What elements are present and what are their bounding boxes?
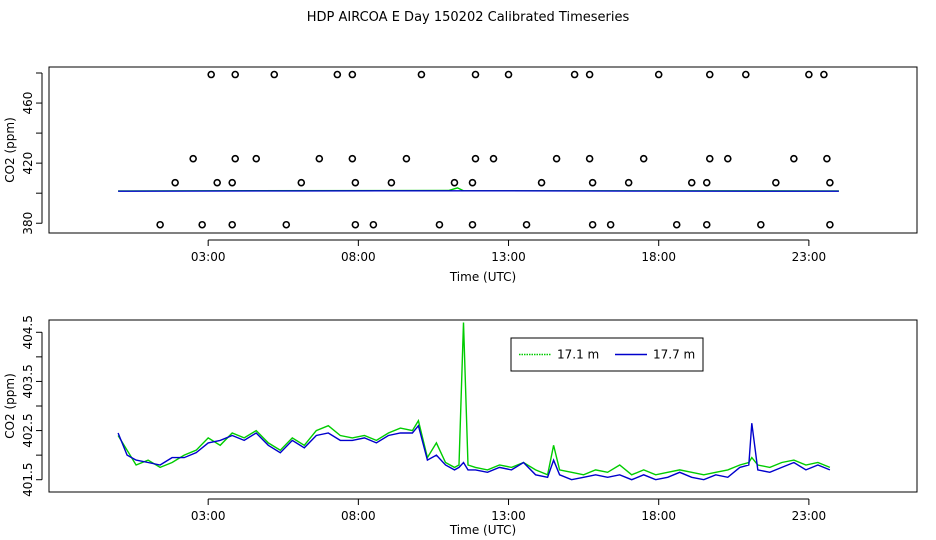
x-tick-label: 18:00 (641, 509, 676, 523)
x-axis-title: Time (UTC) (449, 523, 516, 537)
data-point (156, 220, 164, 229)
x-tick-label: 18:00 (641, 250, 676, 264)
chart-panel-1: 03:00 08:00 13:00 18:00 23:00 380 420 460 Time (… (3, 66, 918, 284)
data-point (471, 70, 480, 79)
data-point (471, 154, 480, 163)
data-point (351, 178, 360, 187)
data-point (252, 154, 261, 163)
data-point (198, 220, 206, 229)
data-point (270, 70, 279, 79)
data-point (639, 154, 648, 163)
data-point (171, 178, 179, 187)
data-point (213, 178, 221, 187)
data-point (231, 70, 240, 79)
y-tick-label: 401.5 (21, 463, 35, 497)
data-layer (117, 322, 831, 481)
data-point (624, 178, 633, 187)
x-tick-label: 03:00 (191, 509, 226, 523)
y-tick-label: 402.5 (21, 413, 35, 447)
legend: 17.1 m 17.7 m (510, 337, 704, 372)
y-tick-label: 404.5 (21, 315, 35, 349)
data-point (387, 178, 396, 187)
y-axis-title: CO2 (ppm) (3, 373, 17, 439)
data-point (189, 154, 197, 163)
data-point (348, 70, 357, 79)
data-point (351, 220, 360, 229)
data-point (207, 70, 215, 79)
data-point (450, 178, 459, 187)
data-point (826, 220, 834, 229)
data-layer (118, 70, 839, 229)
data-point (297, 178, 306, 187)
data-point (588, 220, 597, 229)
data-point (823, 154, 831, 163)
y-tick-label: 403.5 (21, 364, 35, 398)
page-title: HDP AIRCOA E Day 150202 Calibrated Times… (306, 10, 630, 25)
data-point (702, 220, 711, 229)
x-tick-label: 03:00 (191, 250, 226, 264)
data-point (522, 220, 531, 229)
x-tick-label: 23:00 (792, 509, 827, 523)
data-point (705, 154, 714, 163)
data-point (606, 220, 615, 229)
x-tick-label: 23:00 (792, 250, 827, 264)
data-point (402, 154, 411, 163)
plot-frame (48, 66, 918, 234)
y-tick-label: 420 (21, 152, 35, 175)
data-point (757, 220, 765, 229)
y-tick-label: 460 (21, 92, 35, 115)
data-point (504, 70, 513, 79)
series-line-2 (117, 423, 831, 481)
chart-panel-2: 03:00 08:00 13:00 18:00 23:00 401.5 402.5 403.5… (3, 315, 918, 537)
data-point (672, 220, 681, 229)
data-point (687, 178, 696, 187)
data-point (654, 70, 663, 79)
data-point (282, 220, 291, 229)
data-point (820, 70, 828, 79)
data-point (742, 70, 750, 79)
data-point (705, 70, 714, 79)
data-point (805, 70, 813, 79)
data-point (231, 154, 240, 163)
data-point (435, 220, 444, 229)
x-tick-label: 13:00 (491, 250, 526, 264)
data-point (723, 154, 732, 163)
data-point (552, 154, 561, 163)
data-point (228, 220, 237, 229)
data-point (585, 154, 594, 163)
data-point (369, 220, 378, 229)
data-point (468, 220, 477, 229)
data-point (489, 154, 498, 163)
x-tick-label: 08:00 (341, 250, 376, 264)
series-line-1 (117, 322, 831, 476)
data-point (537, 178, 546, 187)
data-point (348, 154, 357, 163)
plot-frame (48, 319, 918, 493)
data-point (826, 178, 834, 187)
data-point (333, 70, 342, 79)
legend-label-2: 17.7 m (653, 348, 695, 362)
data-point (585, 70, 594, 79)
data-point (702, 178, 711, 187)
x-axis-title: Time (UTC) (449, 270, 516, 284)
data-point (772, 178, 780, 187)
data-point (588, 178, 597, 187)
data-point (228, 178, 237, 187)
data-point (468, 178, 477, 187)
y-axis-title: CO2 (ppm) (3, 117, 17, 183)
data-point (570, 70, 579, 79)
x-tick-label: 13:00 (491, 509, 526, 523)
x-tick-label: 08:00 (341, 509, 376, 523)
data-point (315, 154, 324, 163)
y-tick-label: 380 (21, 212, 35, 235)
data-point (790, 154, 798, 163)
legend-label-1: 17.1 m (557, 348, 599, 362)
data-point (417, 70, 426, 79)
